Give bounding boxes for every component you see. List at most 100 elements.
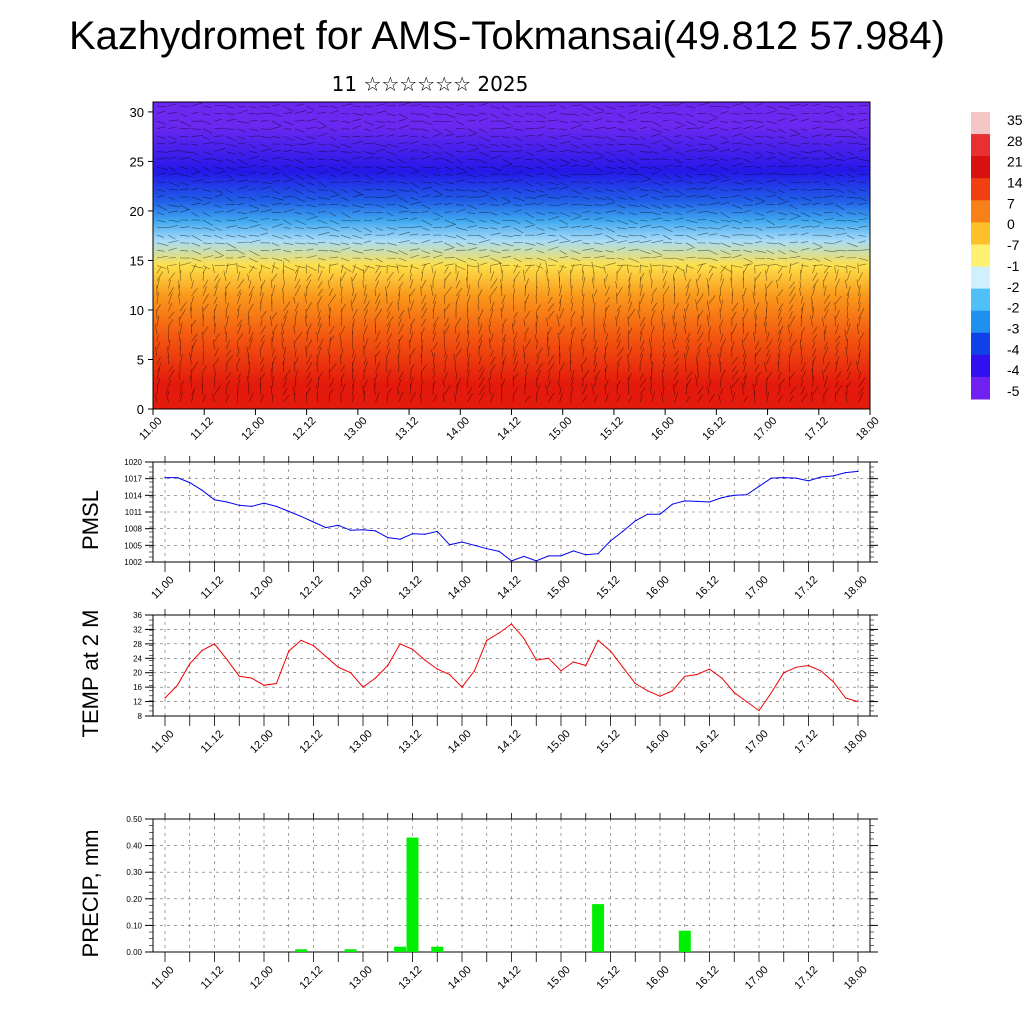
wind-barb	[501, 347, 504, 357]
data-point	[411, 533, 414, 535]
wind-barb	[329, 105, 338, 109]
wind-barb	[628, 219, 638, 225]
precip-bar	[295, 949, 308, 952]
wind-barb	[846, 381, 852, 388]
wind-barb	[766, 339, 773, 350]
data-point	[387, 537, 389, 539]
wind-barb	[444, 372, 448, 380]
wind-barb	[340, 204, 349, 207]
wind-barb	[720, 136, 728, 140]
wind-barb	[156, 315, 160, 327]
wind-barb	[639, 234, 647, 239]
wind-barb	[662, 285, 670, 297]
wind-barb	[490, 204, 500, 206]
wind-barb	[352, 125, 362, 130]
wind-barb	[754, 390, 756, 403]
colorbar-segment	[971, 200, 990, 223]
wind-barb	[293, 296, 296, 304]
wind-barb	[697, 343, 702, 350]
x-tick-label: 11.12	[199, 728, 226, 755]
wind-barb	[582, 225, 593, 228]
x-tick-label: 11.00	[149, 728, 176, 755]
wind-barb	[823, 265, 830, 274]
wind-barb	[628, 240, 640, 244]
wind-barb	[743, 209, 752, 213]
wind-barb	[363, 319, 367, 327]
wind-barb	[283, 203, 291, 206]
wind-barb	[603, 278, 606, 289]
wind-barb	[329, 227, 340, 232]
wind-barb	[662, 195, 675, 198]
wind-barb	[499, 261, 503, 274]
wind-barb	[467, 133, 478, 137]
wind-barb	[524, 264, 532, 274]
wind-barb	[639, 166, 652, 169]
wind-barb	[789, 273, 792, 281]
wind-barb	[766, 265, 770, 274]
wind-barb	[616, 143, 627, 146]
wind-barb	[708, 163, 719, 168]
wind-barb	[720, 265, 727, 274]
y-tick-label: 25	[130, 154, 144, 169]
wind-barb	[685, 338, 690, 350]
wind-barb	[478, 339, 483, 350]
wind-barb	[800, 219, 809, 221]
wind-barb	[421, 271, 424, 281]
wind-barb	[191, 196, 203, 201]
x-tick-label: 11.12	[199, 574, 226, 601]
wind-barb	[168, 189, 179, 191]
data-point	[399, 538, 401, 540]
wind-barb	[846, 234, 855, 240]
wind-barb	[708, 311, 711, 319]
wind-barb	[490, 349, 494, 357]
wind-barb	[651, 128, 663, 133]
wind-barb	[202, 202, 211, 206]
wind-barb	[202, 279, 209, 289]
wind-barb	[605, 189, 615, 192]
wind-barb	[248, 113, 260, 115]
wind-barb	[697, 324, 702, 335]
wind-barb	[547, 234, 556, 237]
wind-barb	[559, 150, 571, 152]
wind-barb	[179, 322, 183, 335]
wind-barb	[708, 127, 719, 130]
wind-barb	[225, 332, 227, 342]
wind-barb	[605, 333, 609, 342]
wind-barb	[628, 143, 641, 146]
wind-barb	[559, 226, 569, 228]
wind-barb	[444, 151, 455, 158]
wind-barb	[651, 391, 656, 403]
wind-barb	[812, 202, 821, 206]
wind-barb	[225, 143, 238, 147]
wind-barb	[283, 242, 294, 245]
wind-barb	[823, 250, 836, 253]
wind-barb	[662, 174, 671, 180]
wind-barb	[202, 303, 209, 312]
wind-barb	[467, 166, 476, 171]
wind-barb	[305, 316, 307, 327]
wind-barb	[237, 292, 242, 304]
wind-barb	[352, 227, 362, 233]
wind-barb	[340, 219, 353, 222]
wind-barb	[605, 112, 613, 114]
wind-barb	[593, 181, 602, 184]
wind-barb	[616, 171, 624, 175]
data-point	[857, 701, 859, 703]
wind-barb	[616, 149, 627, 152]
wind-barb	[202, 255, 214, 259]
wind-barb	[789, 262, 799, 266]
wind-barb	[823, 309, 829, 319]
wind-barb	[570, 327, 576, 335]
wind-barb	[524, 212, 535, 219]
wind-barb	[260, 120, 269, 122]
wind-barb	[731, 356, 739, 365]
wind-barb	[305, 309, 307, 319]
wind-barb	[766, 143, 776, 148]
wind-barb	[812, 334, 818, 342]
wind-barb	[432, 128, 443, 135]
wind-barb	[179, 188, 190, 190]
wind-barb	[777, 378, 785, 388]
wind-barb	[490, 278, 498, 289]
wind-barb	[501, 201, 510, 206]
wind-barb	[846, 311, 848, 319]
